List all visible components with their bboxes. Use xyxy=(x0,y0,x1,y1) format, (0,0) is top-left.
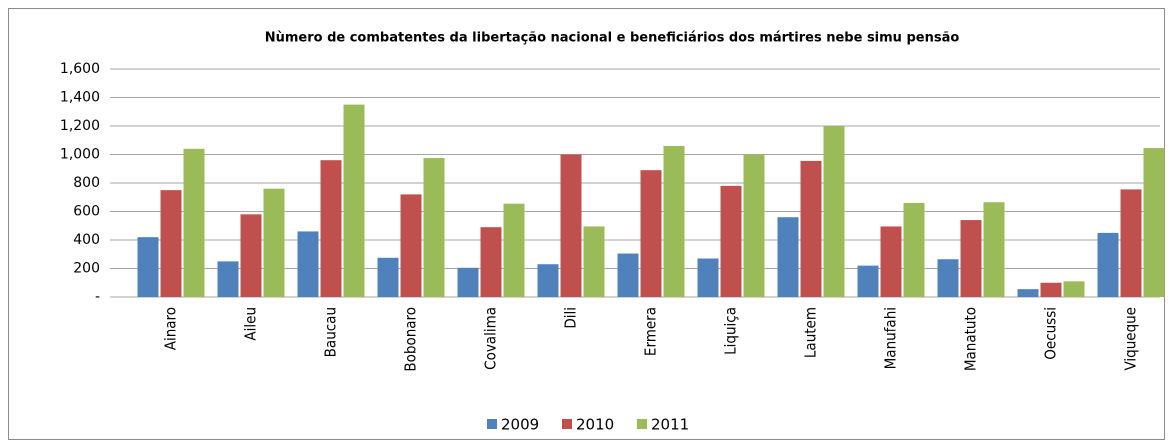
y-tick-label: 200 xyxy=(73,261,100,277)
bar xyxy=(297,231,319,297)
bar xyxy=(663,145,685,297)
bar xyxy=(480,227,502,297)
bar xyxy=(857,265,879,297)
y-tick-label: 800 xyxy=(73,175,100,191)
bar xyxy=(720,185,742,297)
y-tick-label: 1,600 xyxy=(60,61,100,77)
y-tick-label: 1,200 xyxy=(60,118,100,134)
legend-swatch xyxy=(487,419,497,429)
bar xyxy=(377,257,399,297)
bar xyxy=(903,202,925,297)
x-tick-label: Oecussi xyxy=(1042,307,1060,360)
x-tick-label: Baucau xyxy=(322,307,340,357)
bar xyxy=(640,170,662,297)
bar xyxy=(777,217,799,297)
bar xyxy=(1097,232,1119,297)
bar xyxy=(423,158,445,297)
x-tick-label: Ermera xyxy=(642,307,660,356)
bar xyxy=(503,203,525,297)
bar xyxy=(697,258,719,297)
bar xyxy=(343,104,365,297)
bar xyxy=(823,126,845,297)
x-tick-label: Ainaro xyxy=(162,307,180,350)
bar xyxy=(320,160,342,297)
bar xyxy=(137,237,159,297)
x-tick-label: Manatuto xyxy=(962,307,980,371)
bar xyxy=(183,148,205,297)
legend-swatch xyxy=(637,419,647,429)
bar xyxy=(800,160,822,297)
bar xyxy=(1143,148,1165,297)
x-tick-label: Covalima xyxy=(482,307,500,370)
x-tick-label: Bobonaro xyxy=(402,307,420,372)
bar xyxy=(880,226,902,297)
y-tick-label: 600 xyxy=(73,204,100,220)
x-tick-label: Dili xyxy=(562,307,580,329)
x-tick-label: Lautem xyxy=(802,307,820,358)
bar xyxy=(537,264,559,297)
y-tick-label: 1,400 xyxy=(60,90,100,106)
bar xyxy=(217,261,239,297)
bar xyxy=(583,226,605,297)
legend-label: 2009 xyxy=(501,416,539,434)
bar xyxy=(960,220,982,297)
bar xyxy=(263,188,285,297)
bar xyxy=(617,253,639,297)
legend-swatch xyxy=(562,419,572,429)
chart-title: Nùmero de combatentes da libertação naci… xyxy=(265,31,960,46)
bar xyxy=(743,154,765,297)
bar xyxy=(1120,189,1142,297)
bar xyxy=(983,202,1005,297)
bar xyxy=(1063,281,1085,297)
bar xyxy=(1017,289,1039,297)
y-tick-label: - xyxy=(95,289,100,305)
bar xyxy=(937,259,959,297)
legend-label: 2011 xyxy=(651,416,689,434)
bar xyxy=(240,214,262,297)
x-tick-label: Liquiça xyxy=(722,307,740,355)
bar xyxy=(400,194,422,297)
y-tick-label: 1,000 xyxy=(60,147,100,163)
bar xyxy=(1040,282,1062,297)
y-tick-label: 400 xyxy=(73,232,100,248)
x-tick-label: Aileu xyxy=(242,307,260,341)
legend-label: 2010 xyxy=(576,416,614,434)
bar xyxy=(457,267,479,297)
x-tick-label: Manufahi xyxy=(882,307,900,369)
x-tick-label: Viqueque xyxy=(1122,307,1140,371)
bar xyxy=(560,154,582,297)
bar xyxy=(160,190,182,297)
